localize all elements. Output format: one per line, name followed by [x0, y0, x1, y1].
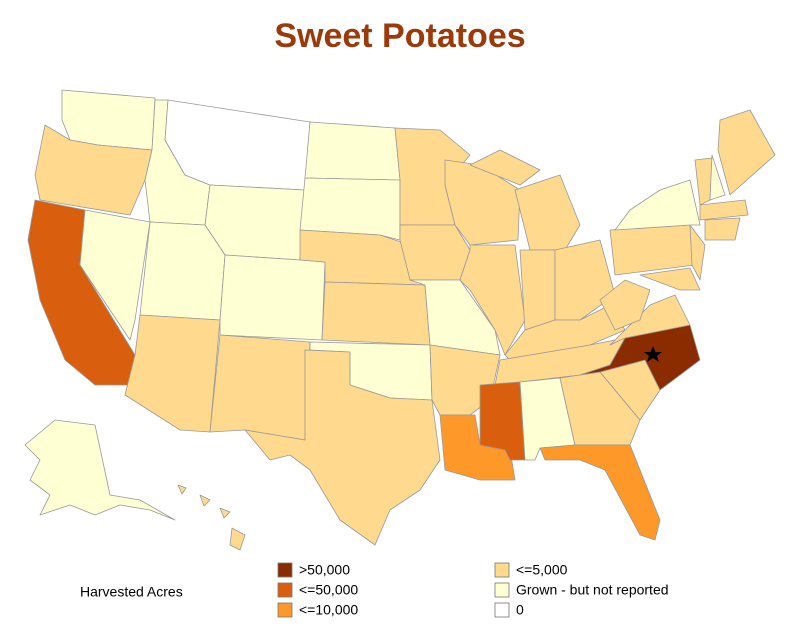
legend-label: <=50,000: [299, 582, 358, 598]
legend-label: Grown - but not reported: [516, 582, 669, 598]
legend-label: <=10,000: [299, 602, 358, 618]
state-region: [717, 109, 776, 196]
state-region: [539, 444, 661, 541]
legend-swatch: [494, 602, 510, 618]
state-region: [124, 314, 221, 433]
legend-swatch: [494, 582, 510, 598]
legend-swatch: [277, 562, 293, 578]
state-region: [244, 349, 441, 546]
state-region: [219, 254, 326, 341]
legend-label: 0: [516, 602, 524, 618]
state-region: [709, 154, 726, 201]
legend-swatch: [494, 562, 510, 578]
legend-label: >50,000: [299, 562, 350, 578]
state-region: [469, 149, 541, 186]
title: Sweet Potatoes: [274, 17, 525, 55]
star-marker: [644, 346, 662, 362]
state-region: [694, 157, 713, 206]
state-region: [304, 121, 401, 181]
state-region: [689, 224, 706, 281]
state-region: [609, 294, 691, 346]
state-region: [579, 324, 701, 391]
legend-label: <=5,000: [516, 562, 568, 578]
legend: >50,000 <=50,000 <=10,000 <=5,000 Grown - bu…: [277, 562, 669, 618]
state-region: [177, 484, 246, 551]
state-region: [519, 249, 556, 331]
state-region: [24, 419, 176, 521]
state-region: [514, 174, 581, 251]
state-region: [139, 221, 226, 321]
state-region: [321, 281, 431, 346]
state-region: [459, 244, 526, 356]
state-region: [399, 224, 471, 281]
state-region: [699, 199, 749, 221]
state-region: [704, 217, 741, 241]
us-map: [24, 89, 776, 551]
legend-swatch: [277, 582, 293, 598]
legend-title: Harvested Acres: [80, 584, 183, 600]
state-region: [599, 279, 651, 331]
state-region: [614, 179, 701, 231]
state-region: [299, 177, 401, 241]
state-region: [79, 209, 151, 341]
legend-swatch: [277, 602, 293, 618]
state-region: [209, 334, 311, 441]
state-region: [609, 224, 696, 276]
state-region: [639, 267, 701, 291]
state-region: [439, 414, 516, 481]
